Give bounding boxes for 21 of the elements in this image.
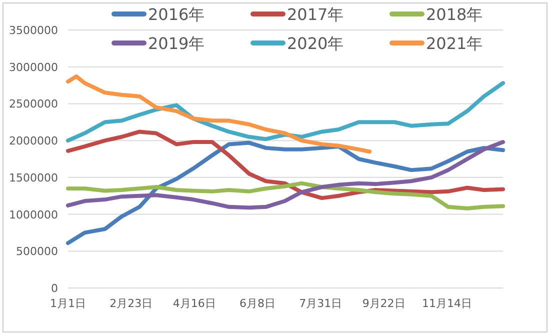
x-tick-label: 1月1日	[50, 297, 86, 310]
legend-label: 2018年	[426, 5, 483, 24]
x-tick-label: 11月14日	[422, 297, 472, 310]
legend-label: 2017年	[287, 5, 344, 24]
y-tick-label: 2500000	[9, 98, 58, 111]
y-tick-label: 3000000	[9, 60, 58, 74]
x-tick-label: 9月22日	[362, 297, 406, 310]
x-tick-label: 7月31日	[299, 297, 342, 310]
legend-label: 2021年	[426, 34, 483, 53]
x-tick-label: 6月8日	[239, 297, 276, 310]
y-tick-label: 0	[51, 282, 58, 295]
legend-label: 2016年	[148, 5, 205, 24]
legend-label: 2019年	[148, 34, 205, 53]
x-tick-label: 2月23日	[110, 297, 153, 310]
legend-label: 2020年	[287, 34, 344, 53]
y-tick-label: 2000000	[9, 134, 58, 148]
y-tick-label: 1500000	[9, 171, 58, 184]
y-tick-label: 1000000	[9, 208, 58, 222]
x-tick-label: 4月16日	[172, 297, 216, 310]
y-tick-label: 500000	[16, 245, 58, 258]
y-tick-label: 3500000	[9, 24, 58, 37]
